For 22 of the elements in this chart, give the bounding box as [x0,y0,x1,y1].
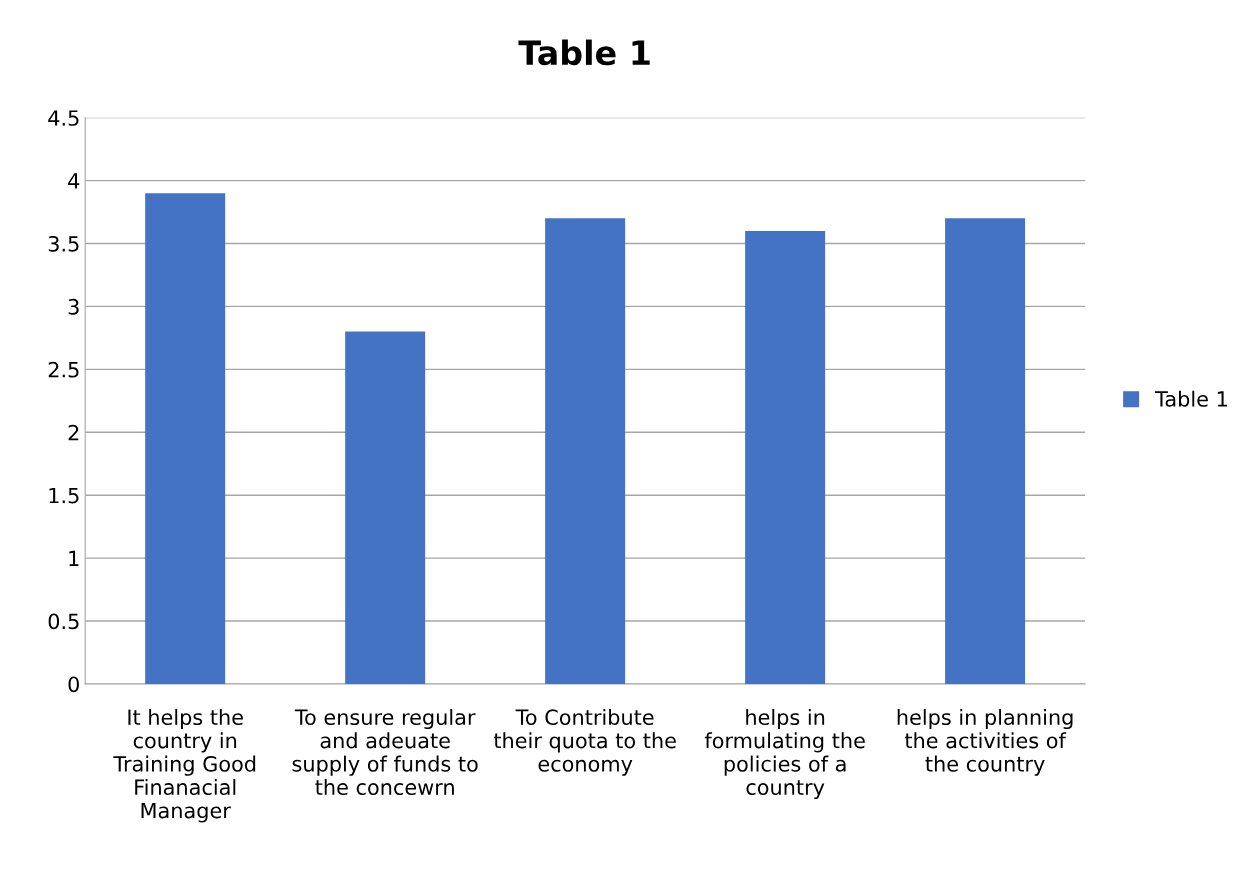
y-tick-label: 2.5 [48,361,79,378]
x-tick-label: helps in formulating the policies of a country [704,708,865,800]
bar [745,230,826,684]
y-tick-label: 0.5 [48,613,79,630]
y-tick-label: 4 [68,173,80,189]
x-tick-label: helps in planning the activities of the country [897,708,1073,776]
y-tick-label: 3 [68,298,79,315]
bar [545,218,626,684]
y-tick-label: 3.5 [48,235,79,252]
x-tick-label: To Contribute their quota to the economy [493,708,676,776]
y-tick-label: 4.5 [48,110,79,126]
legend-label: Table 1 [1155,390,1227,407]
y-tick-label: 1.5 [49,487,79,504]
x-tick-label: It helps the country in Training Good Finanacial Manager [113,708,256,823]
y-tick-label: 1 [69,550,79,567]
bar [145,193,226,684]
bar [345,331,426,684]
y-tick-label: 2 [68,424,79,441]
bar [945,218,1026,684]
y-tick-label: 0 [68,676,79,693]
chart-title: Table 1 [518,39,650,66]
x-tick-label: To ensure regular and adeuate supply of funds to the concewrn [292,708,478,796]
